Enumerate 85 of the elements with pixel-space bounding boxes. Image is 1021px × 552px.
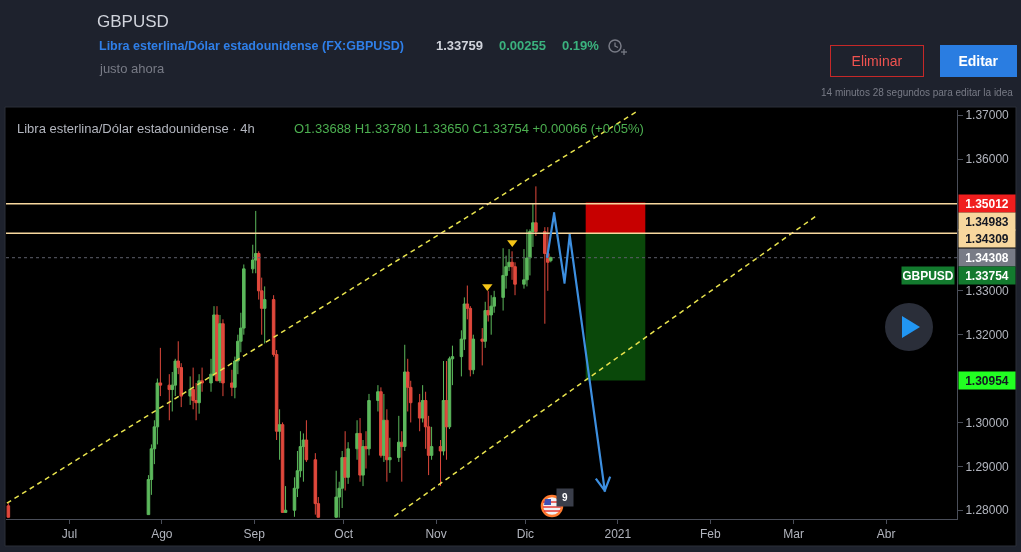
candlestick — [262, 285, 267, 344]
candlestick — [543, 226, 547, 325]
annotation: GBPUSD — [902, 268, 954, 283]
candlestick — [200, 367, 204, 393]
x-tick-label: 2021 — [604, 527, 632, 542]
text: 1.34308 — [965, 250, 1009, 265]
x-tick-label: Nov — [425, 527, 447, 542]
candlestick — [376, 384, 380, 412]
candlestick — [167, 373, 172, 421]
x-tick-label: Ago — [151, 527, 173, 542]
candlestick — [480, 327, 485, 366]
x-tick-label: Abr — [876, 527, 896, 542]
candlestick — [385, 408, 389, 483]
text: 1.30954 — [965, 373, 1009, 388]
candlestick — [400, 430, 404, 483]
ref-line-label: 1.34983 — [965, 214, 1009, 229]
candlestick — [343, 430, 347, 491]
candlestick — [486, 290, 490, 323]
candlestick — [397, 415, 401, 463]
text: 1.33759 — [436, 38, 483, 53]
candlestick — [489, 294, 493, 336]
candlestick — [277, 408, 282, 461]
candlestick — [429, 426, 434, 461]
x-tick-label: Oct — [334, 527, 354, 542]
candlestick — [438, 439, 443, 487]
candlestick — [218, 314, 222, 384]
y-tick-label: 1.36000 — [965, 152, 1010, 167]
x-tick-label: Jul — [61, 527, 78, 542]
candlestick — [420, 384, 425, 423]
candlestick — [441, 360, 446, 456]
candlestick — [221, 318, 225, 397]
annotation: O1.33688 H1.33780 L1.33650 C1.33754 +0.00066 (+0.05%) — [294, 121, 644, 136]
text: 14 minutos 28 segundos para editar la idea — [821, 87, 1014, 98]
candlestick — [388, 437, 392, 474]
text: 1.33754 — [965, 268, 1009, 283]
candlestick — [215, 305, 219, 382]
y-tick-label: 1.28000 — [965, 503, 1010, 518]
candlestick — [549, 256, 553, 263]
candlestick — [346, 441, 350, 485]
candlestick — [444, 360, 449, 461]
candlestick — [358, 417, 362, 483]
candlestick — [334, 470, 338, 519]
candlestick — [402, 344, 407, 452]
y-tick-label: 1.30000 — [965, 415, 1010, 430]
candlestick — [188, 375, 192, 406]
annotation: Libra esterlina/Dólar estadounidense · 4h — [17, 121, 255, 136]
text: 0.19% — [562, 38, 600, 53]
x-tick-label: Feb — [699, 527, 721, 542]
candlestick — [534, 185, 538, 237]
candlestick — [253, 210, 258, 274]
candlestick — [417, 393, 422, 432]
y-tick-label: 1.33000 — [965, 284, 1010, 298]
candlestick — [158, 347, 163, 397]
candlestick — [304, 419, 309, 463]
chart-subtitle: Libra esterlina/Dólar estadounidense (FX:GBPUSD) — [99, 39, 404, 53]
candlestick — [313, 452, 318, 516]
ref-line-label: 1.34309 — [965, 231, 1009, 246]
y-tick-label: 1.32000 — [965, 327, 1010, 342]
candlestick — [355, 419, 359, 461]
text: Eliminar — [851, 53, 903, 69]
text: 0.00255 — [499, 38, 546, 53]
candlestick — [283, 485, 288, 513]
x-tick-label: Dic — [516, 527, 535, 542]
candlestick — [301, 432, 306, 483]
candlestick — [197, 373, 201, 415]
candlestick — [471, 334, 476, 375]
x-tick-label: Sep — [243, 527, 266, 542]
x-tick-label: Mar — [783, 527, 805, 542]
candlestick — [525, 228, 529, 287]
candlestick — [501, 247, 505, 312]
text: 1.35012 — [965, 196, 1009, 211]
candlestick — [230, 369, 234, 397]
candlestick — [6, 502, 11, 519]
chart-title: GBPUSD — [97, 11, 169, 31]
text: justo ahora — [99, 61, 166, 76]
candlestick — [382, 393, 386, 463]
candlestick — [483, 301, 487, 349]
y-tick-label: 1.29000 — [965, 459, 1010, 474]
candlestick — [361, 439, 365, 487]
candlestick — [364, 430, 368, 470]
text: Editar — [958, 53, 999, 69]
y-tick-label: 1.37000 — [965, 108, 1010, 123]
candlestick — [367, 393, 371, 456]
candlestick — [379, 386, 383, 459]
annotation: 9 — [562, 492, 568, 503]
